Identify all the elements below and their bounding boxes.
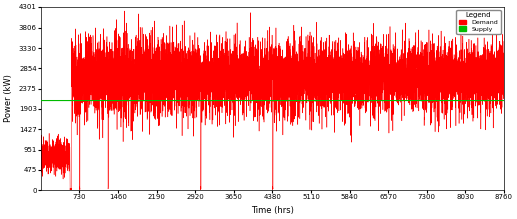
X-axis label: Time (hrs): Time (hrs) [251,206,294,215]
Legend: Demand, Supply: Demand, Supply [457,10,500,34]
Y-axis label: Power (kW): Power (kW) [4,74,13,122]
